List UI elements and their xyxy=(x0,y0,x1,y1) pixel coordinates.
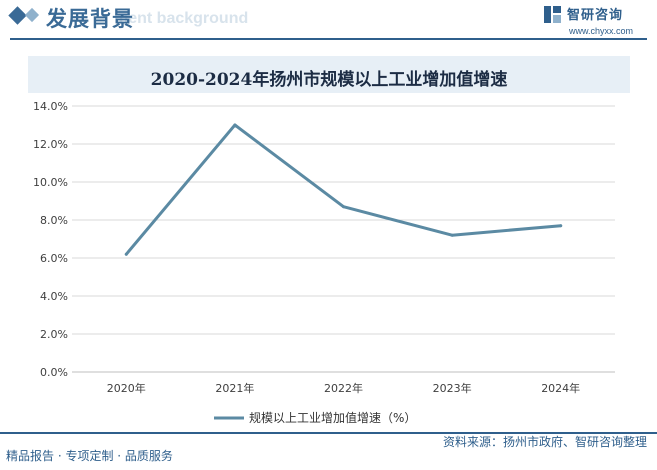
section-title: 发展背景 xyxy=(46,7,134,31)
legend-label: 规模以上工业增加值增速（%） xyxy=(249,410,416,425)
x-tick-label: 2024年 xyxy=(541,381,580,395)
x-tick-label: 2020年 xyxy=(107,381,146,395)
footer-divider xyxy=(0,432,657,434)
section-title-en: ment background xyxy=(114,10,249,27)
footer-source: 资料来源：扬州市政府、智研咨询整理 xyxy=(442,435,647,449)
y-tick-label: 6.0% xyxy=(40,252,68,265)
header-divider xyxy=(10,38,647,40)
x-tick-label: 2021年 xyxy=(215,381,254,395)
y-tick-label: 2.0% xyxy=(40,328,68,341)
x-tick-label: 2022年 xyxy=(324,381,363,395)
y-tick-label: 8.0% xyxy=(40,214,68,227)
logo-name: 智研咨询 xyxy=(567,8,624,23)
x-tick-label: 2023年 xyxy=(433,381,472,395)
data-point xyxy=(559,224,563,228)
y-tick-label: 12.0% xyxy=(33,138,68,151)
footer-tagline: 精品报告 · 专项定制 · 品质服务 xyxy=(6,449,173,463)
brand-logo: 智研咨询 www.chyxx.com xyxy=(543,4,639,38)
y-tick-label: 10.0% xyxy=(33,176,68,189)
logo-icon xyxy=(544,6,561,23)
logo-url: www.chyxx.com xyxy=(569,26,634,36)
data-point xyxy=(233,123,237,127)
data-point xyxy=(450,233,454,237)
chart-title: 2020-2024年扬州市规模以上工业增加值增速 xyxy=(150,70,508,90)
page-header: ment background 发展背景 智研咨询 www.chyxx.com xyxy=(0,0,657,38)
chart-title-band: 2020-2024年扬州市规模以上工业增加值增速 xyxy=(28,56,630,93)
data-point xyxy=(342,205,345,209)
data-point xyxy=(124,252,128,256)
y-tick-label: 14.0% xyxy=(33,100,68,113)
y-tick-label: 4.0% xyxy=(40,290,68,303)
y-tick-label: 0.0% xyxy=(40,366,68,379)
